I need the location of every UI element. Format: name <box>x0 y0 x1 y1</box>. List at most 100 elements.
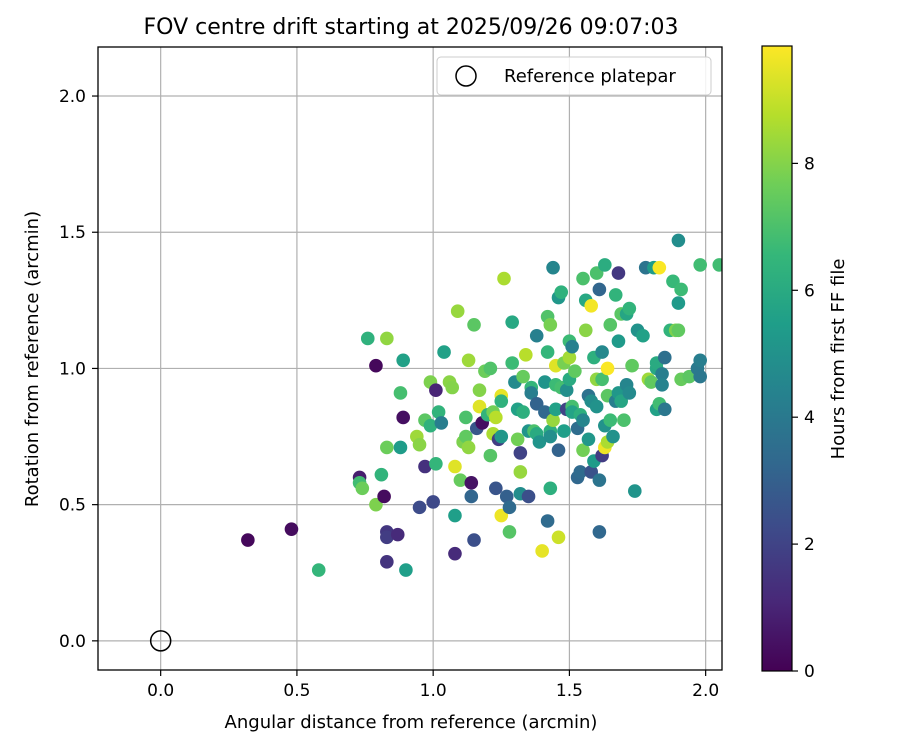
scatter-point <box>437 345 451 359</box>
scatter-point <box>464 476 479 490</box>
scatter-point <box>505 356 519 370</box>
scatter-point <box>674 282 688 297</box>
scatter-point <box>521 489 536 504</box>
scatter-point <box>423 418 438 433</box>
scatter-point <box>548 402 563 417</box>
scatter-point <box>483 448 498 463</box>
x-axis-label: Angular distance from reference (arcmin) <box>225 712 598 733</box>
scatter-point <box>671 296 686 310</box>
scatter-point <box>369 358 383 373</box>
scatter-point <box>606 429 620 444</box>
scatter-point <box>565 339 579 354</box>
scatter-points <box>241 233 722 577</box>
scatter-point <box>543 429 558 444</box>
scatter-point <box>360 331 375 346</box>
scatter-point <box>693 258 708 272</box>
scatter-point <box>434 416 449 430</box>
scatter-point <box>568 364 582 378</box>
y-tick-label: 2.0 <box>59 87 86 107</box>
colorbar-ticks: 0 2 4 6 8 <box>792 154 815 682</box>
scatter-point <box>636 328 650 343</box>
scatter-point <box>540 514 555 528</box>
scatter-point <box>380 331 394 346</box>
scatter-point <box>657 350 672 365</box>
scatter-point <box>459 410 473 425</box>
scatter-point <box>589 399 604 414</box>
x-tick-label: 0.5 <box>283 681 310 701</box>
scatter-point <box>543 481 558 496</box>
scatter-point <box>448 508 462 523</box>
scatter-point <box>592 525 607 539</box>
scatter-point <box>377 489 391 504</box>
y-tick-label: 1.5 <box>59 223 86 243</box>
scatter-point <box>655 367 669 381</box>
chart-title: FOV centre drift starting at 2025/09/26 … <box>144 15 679 40</box>
scatter-point <box>693 353 708 368</box>
colorbar-label: Hours from first FF file <box>828 259 849 460</box>
scatter-point <box>431 405 446 419</box>
scatter-point <box>499 489 514 504</box>
x-tick-label: 1.5 <box>556 681 583 701</box>
scatter-point <box>494 394 509 408</box>
scatter-point <box>311 563 326 577</box>
scatter-point <box>671 233 686 248</box>
scatter-point <box>472 383 487 398</box>
scatter-point <box>600 361 615 376</box>
scatter-point <box>573 465 588 479</box>
scatter-point <box>448 459 462 474</box>
scatter-point <box>494 429 509 444</box>
scatter-point <box>459 429 473 444</box>
colorbar-tick-label: 8 <box>804 154 815 174</box>
scatter-point <box>671 323 686 338</box>
scatter-point <box>592 282 607 297</box>
scatter-point <box>546 260 560 275</box>
scatter-point <box>505 315 519 329</box>
scatter-point <box>461 353 476 368</box>
scatter-point <box>241 533 255 547</box>
scatter-point <box>608 288 623 302</box>
scatter-point <box>426 495 440 509</box>
x-tick-label: 2.0 <box>692 681 719 701</box>
scatter-point <box>519 348 533 362</box>
scatter-point <box>380 530 394 545</box>
x-axis-ticks: 0.0 0.5 1.0 1.5 2.0 <box>147 670 719 701</box>
y-tick-label: 0.0 <box>59 632 86 652</box>
scatter-point <box>461 440 476 455</box>
scatter-point <box>284 522 299 536</box>
scatter-point <box>576 413 590 428</box>
scatter-point <box>448 546 462 561</box>
colorbar-gradient <box>762 46 792 671</box>
scatter-point <box>502 525 517 539</box>
scatter-point <box>467 533 481 547</box>
colorbar-tick-label: 2 <box>804 535 815 555</box>
scatter-point <box>538 375 552 389</box>
scatter-point <box>489 481 503 496</box>
scatter-point <box>445 380 460 395</box>
scatter-point <box>497 271 511 286</box>
scatter-point <box>513 446 528 460</box>
legend-box <box>436 56 712 96</box>
scatter-point <box>693 369 708 384</box>
scatter-point <box>562 350 577 365</box>
scatter-point <box>644 375 658 389</box>
scatter-point <box>429 383 443 398</box>
scatter-point <box>502 500 517 515</box>
scatter-point <box>622 301 637 316</box>
plot-background <box>98 47 722 670</box>
scatter-point <box>657 402 672 417</box>
scatter-point <box>543 318 558 332</box>
scatter-point <box>617 413 631 428</box>
scatter-point <box>399 563 413 577</box>
scatter-point <box>578 323 593 338</box>
scatter-point <box>529 328 544 343</box>
scatter-point <box>540 345 555 359</box>
scatter-point <box>412 500 427 515</box>
scatter-point <box>467 318 481 332</box>
scatter-point <box>551 443 566 457</box>
scatter-point <box>380 555 394 569</box>
scatter-point <box>418 459 432 474</box>
y-tick-label: 0.5 <box>59 496 86 516</box>
scatter-point <box>393 386 408 400</box>
scatter-point <box>393 440 408 455</box>
